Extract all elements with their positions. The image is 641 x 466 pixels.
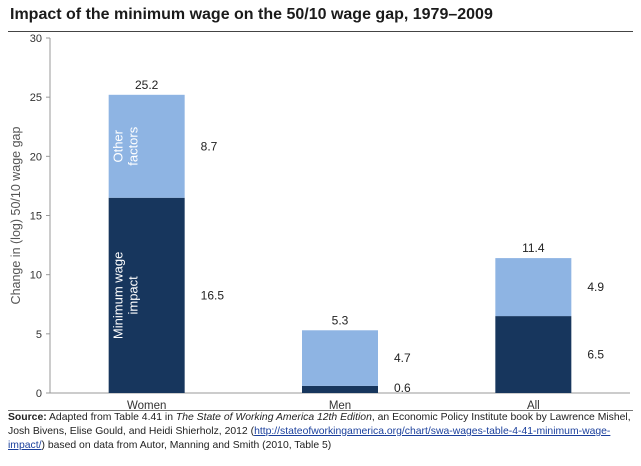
footer-divider (8, 410, 633, 411)
x-category-label: Women (127, 400, 166, 410)
chart-title: Impact of the minimum wage on the 50/10 … (10, 6, 493, 23)
bar-other-factors (302, 330, 378, 386)
bar-minimum-wage-impact (108, 197, 185, 393)
source-text-1: Adapted from Table 4.41 in (46, 412, 176, 423)
minimum-wage-value-label: 16.5 (201, 288, 225, 302)
minimum-wage-value-label: 6.5 (587, 348, 604, 362)
inbar-other-factors-label: Otherfactors (111, 126, 141, 166)
source-note: Source: Adapted from Table 4.41 in The S… (8, 411, 633, 453)
y-axis-title: Change in (log) 50/10 wage gap (9, 126, 23, 304)
bar-other-factors (108, 94, 185, 198)
y-tick-label: 15 (30, 211, 42, 223)
x-category-label: Men (329, 400, 351, 410)
source-text-3: ) based on data from Autor, Manning and … (41, 440, 332, 451)
bar-minimum-wage-impact (495, 316, 572, 393)
source-link[interactable]: http://stateofworkingamerica.org/chart/s… (8, 426, 611, 451)
y-tick-label: 25 (30, 92, 42, 104)
inbar-minimum-wage-label: Minimum wageimpact (111, 252, 141, 339)
inbar-label-line: factors (126, 126, 141, 166)
stacked-bar-chart: 0 5 10 15 20 25 30 Change in (log) 50/10 wage g… (9, 33, 630, 410)
other-factors-value-label: 8.7 (201, 139, 218, 153)
inbar-label-line: Other (111, 129, 126, 162)
other-factors-value-label: 4.9 (587, 280, 604, 294)
minimum-wage-value-label: 0.6 (394, 381, 411, 395)
x-category-label: All (527, 400, 540, 410)
total-value-label: 11.4 (522, 241, 545, 255)
other-factors-value-label: 4.7 (394, 351, 411, 365)
book-title: The State of Working America 12th Editio… (175, 412, 372, 423)
source-label: Source: (8, 412, 47, 423)
y-tick-label: 0 (36, 388, 42, 400)
bar-other-factors (495, 258, 572, 317)
y-tick-label: 20 (30, 151, 42, 163)
total-value-label: 5.3 (332, 313, 349, 327)
title-divider (8, 31, 633, 32)
total-value-label: 25.2 (135, 78, 159, 92)
inbar-label-line: impact (126, 276, 141, 315)
inbar-label-line: Minimum wage (111, 252, 126, 339)
y-tick-label: 10 (30, 270, 42, 282)
bar-minimum-wage-impact (302, 385, 378, 393)
y-tick-label: 5 (36, 329, 42, 341)
y-tick-label: 30 (30, 33, 42, 45)
source-text-2: , an Economic Policy Institute book by L… (8, 412, 631, 437)
